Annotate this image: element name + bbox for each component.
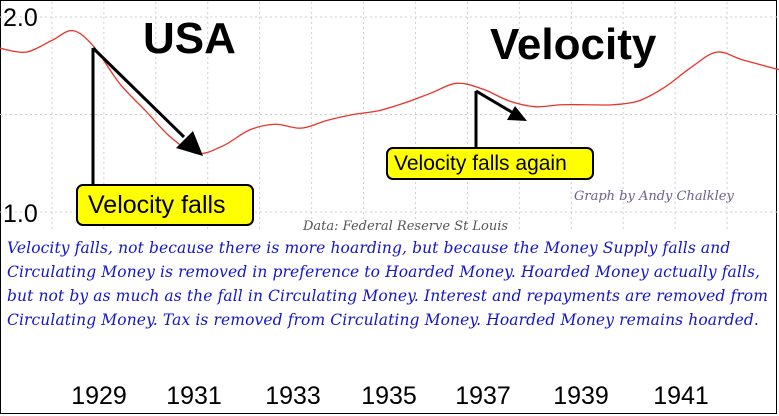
chart-title-usa: USA: [143, 14, 236, 63]
arrow-velocity-falls: [91, 46, 203, 186]
series-line-velocity: [0, 29, 779, 155]
y-tick-label-bottom: 1.0: [3, 200, 38, 228]
data-source: Data: Federal Reserve St Louis: [303, 219, 509, 234]
callout-velocity-falls: Velocity falls: [76, 184, 254, 226]
graph-credit: Graph by Andy Chalkley: [574, 189, 734, 204]
callout-velocity-falls-again: Velocity falls again: [386, 147, 594, 180]
x-tick-label: 1933: [265, 382, 321, 410]
x-tick-label: 1929: [71, 382, 127, 410]
x-tick-label: 1941: [653, 382, 709, 410]
x-tick-label: 1939: [553, 382, 609, 410]
x-tick-label: 1935: [361, 382, 417, 410]
arrow-velocity-falls-again: [474, 89, 527, 150]
x-tick-labels: 1929 1931 1933 1935 1937 1939 1941: [71, 382, 709, 410]
x-tick-label: 1937: [455, 382, 511, 410]
chart-title-velocity: Velocity: [490, 20, 657, 69]
y-tick-label-top: 2.0: [3, 4, 38, 32]
x-tick-label: 1931: [166, 382, 222, 410]
caption-text: Velocity falls, not because there is mor…: [7, 239, 769, 329]
